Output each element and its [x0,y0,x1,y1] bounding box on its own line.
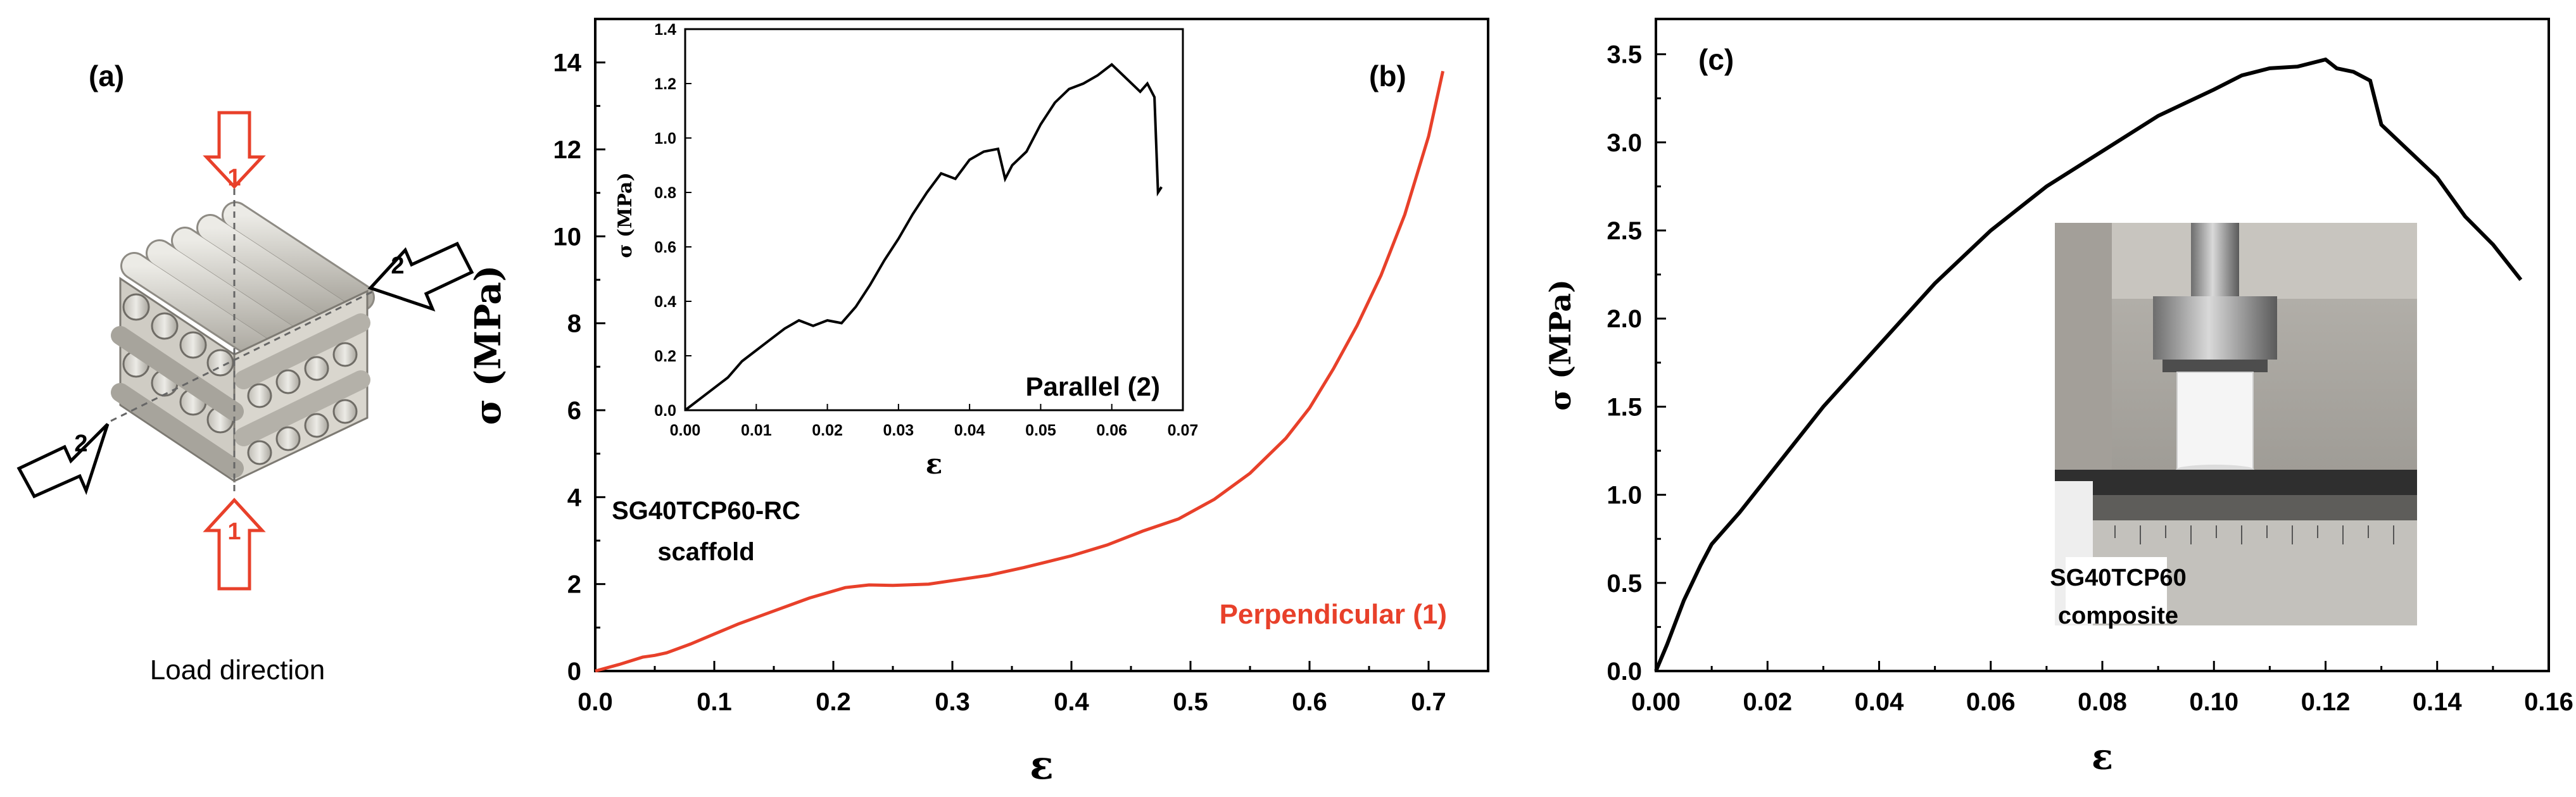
panel-c-label: (c) [1698,43,1734,76]
y-tick-label: 0.0 [1607,658,1642,686]
scaffold-annotation-line2: scaffold [657,538,754,566]
y-tick-label: 0.6 [654,239,676,256]
chart-c-ylabel: σ (MPa) [1543,279,1577,411]
dir2-right-label: 2 [391,253,404,279]
x-tick-label: 0.0 [578,688,613,716]
y-tick-label: 3.0 [1607,129,1642,157]
x-tick-label: 0.1 [697,688,732,716]
x-tick-label: 0.5 [1173,688,1208,716]
x-tick-label: 0.10 [2189,688,2238,716]
chart-c-axes: 0.00 0.02 0.04 0.06 0.08 0.10 0.12 0.14 0.16 0.0 0… [1607,41,2573,716]
x-tick-label: 0.16 [2524,688,2573,716]
panel-a-label: (a) [89,60,124,92]
y-tick-label: 0.5 [1607,570,1642,598]
y-tick-label: 0.4 [654,293,676,311]
y-tick-label: 1.5 [1607,393,1642,421]
x-tick-label: 0.04 [954,422,985,439]
x-tick-label: 0.7 [1411,688,1446,716]
x-tick-label: 0.02 [812,422,843,439]
x-tick-label: 0.06 [1966,688,2016,716]
scaffold-rod-ends [111,293,370,478]
arrow-direction-1-top: 1 [203,111,266,191]
chart-b-axes: 0.0 0.1 0.2 0.3 0.4 0.5 0.6 0.7 0 2 4 6 8 10 12 14 [553,49,1446,716]
x-tick-label: 0.04 [1855,688,1905,716]
chart-c-xlabel: ε [2092,736,2113,778]
y-tick-label: 0.0 [654,402,676,420]
x-tick-label: 0.14 [2413,688,2463,716]
chart-c-composite: 0.00 0.02 0.04 0.06 0.08 0.10 0.12 0.14 0.16 0.0 0… [1543,18,2573,778]
y-tick-label: 2 [567,571,581,599]
dir1-bottom-label: 1 [227,518,241,545]
y-tick-label: 0 [567,658,581,686]
inset-axes: 0.00 0.01 0.02 0.03 0.04 0.05 0.06 0.07 0.0 0.2 0.… [654,21,1198,439]
x-tick-label: 0.03 [883,422,914,439]
legend-perpendicular: Perpendicular (1) [1220,599,1447,630]
composite-annotation-line2: composite [2058,603,2178,629]
x-tick-label: 0.00 [1631,688,1681,716]
y-tick-label: 0.2 [654,348,676,365]
y-tick-label: 2.0 [1607,305,1642,333]
x-tick-label: 0.4 [1054,688,1089,716]
x-tick-label: 0.3 [935,688,970,716]
y-tick-label: 4 [567,484,582,511]
series-line-parallel [684,63,1163,411]
y-tick-label: 6 [567,397,581,425]
panel-b-label: (b) [1369,60,1406,92]
x-tick-label: 0.06 [1096,422,1127,439]
chart-b-inset-parallel: 0.00 0.01 0.02 0.03 0.04 0.05 0.06 0.07 0.0 0.2 0.… [614,21,1198,480]
series-line-perpendicular [595,70,1445,673]
x-tick-label: 0.07 [1168,422,1199,439]
x-tick-label: 0.12 [2301,688,2351,716]
dir2-left-label: 2 [74,430,87,457]
y-tick-label: 1.0 [1607,482,1642,510]
x-tick-label: 0.01 [741,422,772,439]
scaffold-rods-depth [120,201,375,362]
arrow-direction-1-bottom: 1 [203,498,266,591]
compression-test-photo: SG40TCP60 composite [2050,223,2417,629]
x-tick-label: 0.02 [1743,688,1792,716]
x-tick-label: 0.08 [2078,688,2127,716]
chart-b-xlabel: ε [1030,742,1054,788]
y-tick-label: 2.5 [1607,217,1642,245]
y-tick-label: 1.2 [654,75,676,93]
x-tick-label: 0.00 [670,422,701,439]
x-tick-label: 0.2 [816,688,851,716]
chart-b-ylabel: σ (MPa) [467,265,509,425]
dir1-top-label: 1 [227,165,241,191]
panel-a-scaffold-diagram: (a) [16,60,474,686]
composite-annotation-line1: SG40TCP60 [2050,565,2186,591]
arrow-direction-2-right: 2 [367,241,474,312]
series-line-composite [1654,57,2523,672]
inset-ylabel: σ (MPa) [614,172,636,258]
y-tick-label: 10 [553,223,582,251]
inset-frame [684,28,1184,411]
y-tick-label: 14 [553,49,582,77]
legend-parallel: Parallel (2) [1026,372,1160,401]
chart-b-frame [594,18,1489,672]
inset-xlabel: ε [926,448,943,480]
x-tick-label: 0.6 [1292,688,1327,716]
y-tick-label: 1.4 [654,21,676,39]
load-direction-caption: Load direction [150,655,325,686]
y-tick-label: 3.5 [1607,41,1642,69]
y-tick-label: 12 [553,136,582,164]
arrow-direction-2-left: 2 [16,423,110,499]
y-tick-label: 0.8 [654,184,676,202]
scaffold-cube [110,177,381,494]
scaffold-annotation-line1: SG40TCP60-RC [612,497,800,525]
y-tick-label: 1.0 [654,130,676,147]
x-tick-label: 0.05 [1025,422,1056,439]
y-tick-label: 8 [567,310,581,338]
